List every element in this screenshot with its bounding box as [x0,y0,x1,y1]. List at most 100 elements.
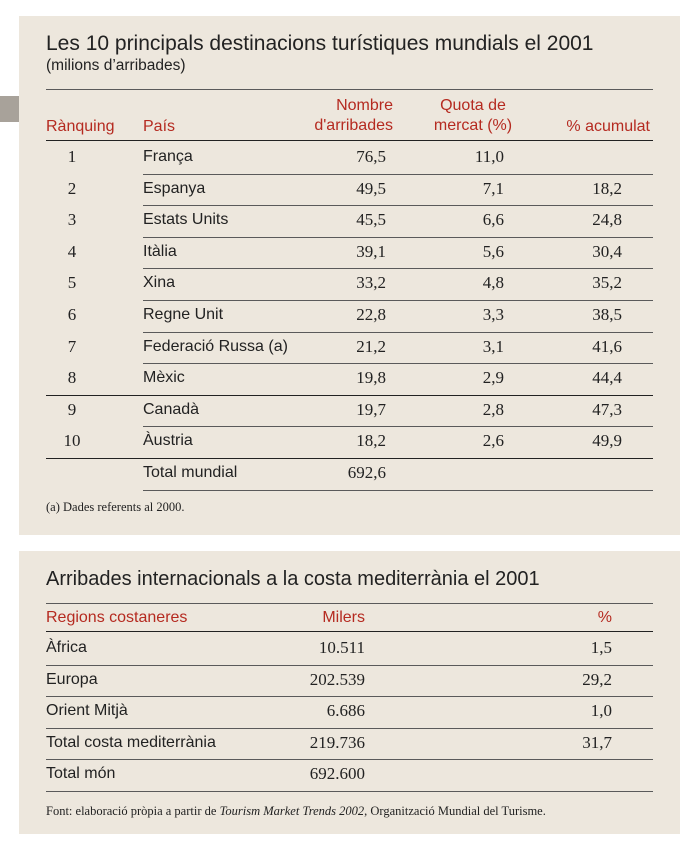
share-cell: 5,6 [482,241,504,261]
row-divider [143,489,653,491]
cumulative-cell: 18,2 [592,178,622,198]
thousands-cell: 202.539 [309,669,365,689]
thousands-cell: 10.511 [318,638,365,657]
share-cell: 6,6 [482,210,504,230]
percent-cell: 29,2 [582,669,612,689]
rank-cell: 1 [67,147,77,166]
cumulative-cell: 24,8 [592,210,622,230]
thousands-cell: 692.600 [309,764,365,784]
header-cumulative: % acumulat [566,118,650,135]
table1-footnote: (a) Dades referents al 2000. [46,500,185,514]
row-divider [143,363,653,365]
row-divider [46,664,653,666]
header-region: Regions costaneres [46,609,188,626]
region-cell: Total món [46,765,116,783]
rank-cell: 2 [67,178,77,198]
region-cell: Àfrica [46,639,87,656]
country-cell: Espanya [143,179,206,197]
arrivals-cell: 39,1 [356,241,386,261]
country-cell: Estats Units [143,211,229,229]
rank-cell: 9 [67,399,77,419]
arrivals-cell: 18,2 [356,431,386,451]
share-cell: 4,8 [482,273,504,293]
share-cell: 11,0 [474,147,504,166]
top-destinations-panel: Les 10 principals destinacions turístiqu… [19,16,680,535]
cumulative-cell: 44,4 [592,368,622,388]
row-divider [46,394,653,396]
country-cell: Xina [143,274,176,292]
row-divider [143,268,653,270]
country-cell: Canadà [143,400,200,418]
rank-cell: 8 [67,368,77,388]
row-divider [46,759,653,761]
arrivals-cell: 21,2 [356,336,386,356]
country-cell: Àustria [143,432,193,450]
cumulative-cell: 47,3 [592,399,622,419]
header-share-line1: Quota de [440,97,506,114]
table2-header-rule [46,631,653,632]
source-prefix: Font: elaboració pròpia a partir de [46,804,220,818]
rank-cell: 5 [67,273,77,293]
country-cell: Regne Unit [143,306,224,323]
side-marker [0,96,19,122]
table2-source: Font: elaboració pròpia a partir de Tour… [46,804,546,819]
table2-top-rule [46,603,653,604]
country-cell: Itàlia [143,242,177,260]
country-cell: Mèxic [143,369,185,387]
row-divider [46,696,653,698]
table2-title: Arribades internacionals a la costa medi… [46,568,540,590]
cumulative-cell: 35,2 [592,273,622,293]
share-cell: 3,3 [482,305,504,324]
header-country: País [143,118,176,135]
share-cell: 7,1 [482,178,504,198]
header-rank: Rànquing [46,118,115,135]
arrivals-cell: 19,7 [356,399,386,419]
thousands-cell: 6.686 [326,701,365,721]
percent-cell: 31,7 [582,732,612,752]
share-cell: 2,8 [482,399,504,419]
arrivals-cell: 692,6 [347,463,386,482]
header-arrivals-line2: d'arribades [314,117,393,134]
rank-cell: 6 [67,305,77,324]
table1-title: Les 10 principals destinacions turístiqu… [46,32,594,55]
cumulative-cell: 41,6 [592,336,622,356]
region-cell: Europa [46,670,98,688]
row-divider [46,727,653,729]
cumulative-cell: 30,4 [592,241,622,261]
row-divider [143,173,653,175]
row-divider [143,331,653,333]
header-thousands: Milers [322,609,365,626]
arrivals-cell: 22,8 [356,305,386,324]
row-divider [143,205,653,207]
share-cell: 2,9 [482,368,504,388]
header-share-line2: mercat (%) [433,117,513,134]
table1-top-rule [46,89,653,90]
row-divider [46,791,653,792]
source-suffix: , Organització Mundial del Turisme. [364,804,546,818]
country-cell: Federació Russa (a) [143,337,288,355]
region-cell: Orient Mitjà [46,702,128,720]
percent-cell: 1,0 [590,701,612,721]
region-cell: Total costa mediterrània [46,733,216,751]
cumulative-cell: 38,5 [592,305,622,324]
rank-cell: 10 [63,431,81,451]
header-percent: % [597,609,612,626]
row-divider [143,426,653,428]
mediterranean-arrivals-panel: Arribades internacionals a la costa medi… [19,551,680,834]
table1-header-rule [46,140,653,141]
row-divider [143,236,653,238]
country-cell: Total mundial [143,464,238,481]
row-divider [46,458,653,459]
rank-cell: 3 [67,210,77,230]
arrivals-cell: 76,5 [356,147,386,166]
arrivals-cell: 33,2 [356,273,386,293]
cumulative-cell: 49,9 [592,431,622,451]
share-cell: 2,6 [482,431,504,451]
rank-cell: 7 [67,336,77,356]
table1-subtitle: (milions d’arribades) [46,57,186,74]
rank-cell: 4 [67,241,77,261]
arrivals-cell: 45,5 [356,210,386,230]
header-arrivals-line1: Nombre [336,97,393,114]
thousands-cell: 219.736 [309,732,365,752]
arrivals-cell: 49,5 [356,178,386,198]
